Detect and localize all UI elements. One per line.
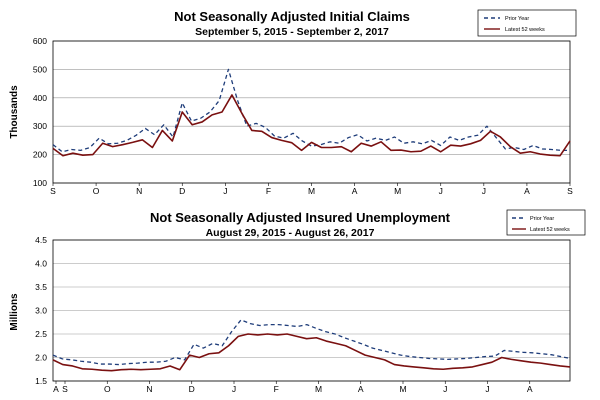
chart1-plot: 100 200 300 400 500 600 S O N D J F M A M J J A S xyxy=(33,36,573,196)
chart2-xtick-label: J xyxy=(485,384,489,394)
chart2-plot: 1.52.02.53.03.54.04.5A S O N D J F M A M J J A xyxy=(35,235,571,394)
chart2-ytick-label: 1.5 xyxy=(35,376,47,386)
chart1-series-prior-year xyxy=(52,68,570,153)
chart1-ytick-label: 300 xyxy=(33,121,47,131)
chart1-xtick-label: J xyxy=(223,186,227,196)
chart2-xtick-label: J xyxy=(443,384,447,394)
chart1-ylabel: Thousands xyxy=(9,85,20,139)
chart1-xtick-label: A xyxy=(524,186,530,196)
chart1-subtitle: September 5, 2015 - September 2, 2017 xyxy=(195,26,389,38)
chart1-xtick-label: J xyxy=(439,186,443,196)
chart1-xtick-label: S xyxy=(50,186,56,196)
chart1-legend: Prior Year Latest 52 weeks xyxy=(477,9,577,37)
chart1-xtick-label: O xyxy=(93,186,100,196)
chart2-xtick-label: D xyxy=(189,384,195,394)
chart2-xtick-label: A xyxy=(53,384,59,394)
chart1-ytick-label: 200 xyxy=(33,150,47,160)
chart2-xtick-label: O xyxy=(104,384,111,394)
chart2-legend-label-prior: Prior Year xyxy=(530,216,554,222)
chart2-xtick-label: S xyxy=(62,384,68,394)
chart2-ytick-label: 3.5 xyxy=(35,282,47,292)
chart1-ytick-label: 500 xyxy=(33,64,47,74)
chart2-ytick-label: 2.0 xyxy=(35,353,47,363)
chart1-xtick-label: A xyxy=(352,186,358,196)
chart2-xtick-label: J xyxy=(232,384,236,394)
chart2-legend-box xyxy=(506,209,586,236)
chart1-xtick-label: M xyxy=(308,186,315,196)
chart2-ytick-label: 3.0 xyxy=(35,306,47,316)
chart1-xtick-label: F xyxy=(266,186,271,196)
chart1-title: Not Seasonally Adjusted Initial Claims xyxy=(174,9,410,24)
chart2-title: Not Seasonally Adjusted Insured Unemploy… xyxy=(150,210,451,225)
chart2-plot-frame xyxy=(52,239,571,382)
chart1-xtick-label: S xyxy=(567,186,573,196)
chart2-xtick-label: A xyxy=(358,384,364,394)
chart2-subtitle: August 29, 2015 - August 26, 2017 xyxy=(206,227,375,239)
chart1-xtick-label: M xyxy=(394,186,401,196)
chart1-xtick-label: D xyxy=(179,186,185,196)
chart2-ylabel: Millions xyxy=(9,293,20,331)
chart2-xtick-label: A xyxy=(527,384,533,394)
chart1-series-latest-52-weeks xyxy=(52,94,571,157)
chart2-xtick-label: N xyxy=(146,384,152,394)
chart2-xtick-label: F xyxy=(274,384,279,394)
chart2-series-prior-year xyxy=(52,319,571,366)
chart1-ytick-label: 400 xyxy=(33,93,47,103)
chart2-legend: Prior Year Latest 52 weeks xyxy=(506,209,586,236)
chart1-xtick-label: N xyxy=(136,186,142,196)
chart2-ytick-label: 4.0 xyxy=(35,259,47,269)
chart2-series-latest-52-weeks xyxy=(52,333,571,372)
chart2-xtick-label: M xyxy=(399,384,406,394)
chart2-ytick-label: 4.5 xyxy=(35,235,47,245)
chart1-legend-box xyxy=(477,9,577,37)
chart1-ytick-label: 100 xyxy=(33,178,47,188)
chart1-ytick-label: 600 xyxy=(33,36,47,46)
chart1-plot-frame xyxy=(52,40,571,184)
chart1-legend-label-prior: Prior Year xyxy=(505,16,529,22)
chart2-legend-label-latest: Latest 52 weeks xyxy=(530,227,570,233)
chart1-legend-label-latest: Latest 52 weeks xyxy=(505,27,545,33)
chart2-ytick-label: 2.5 xyxy=(35,329,47,339)
chart1-xtick-label: J xyxy=(482,186,486,196)
chart2-xtick-label: M xyxy=(315,384,322,394)
